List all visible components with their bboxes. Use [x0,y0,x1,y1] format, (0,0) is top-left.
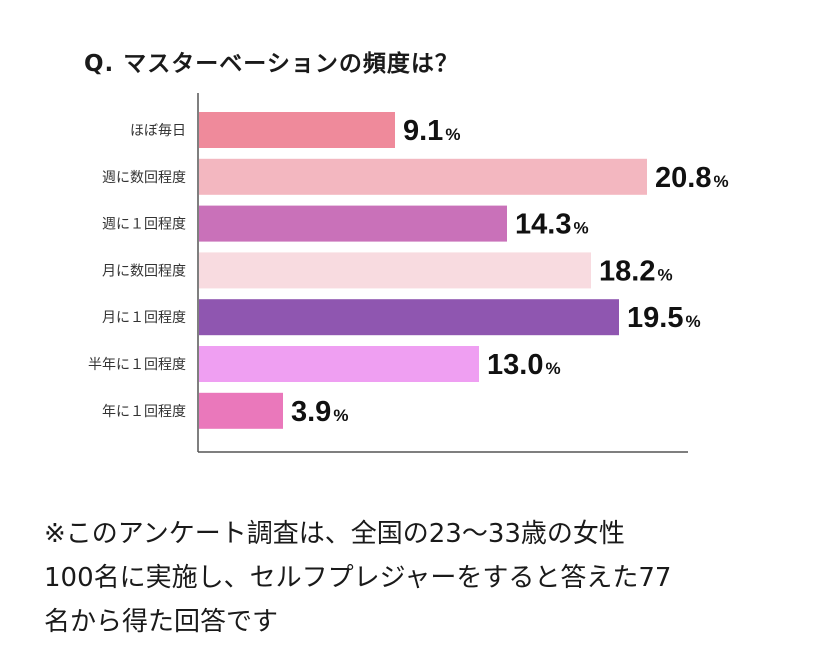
category-labels-group: ほぼ毎日週に数回程度週に１回程度月に数回程度月に１回程度半年に１回程度年に１回程… [88,123,186,420]
bar-7 [199,392,283,429]
chart-title: Q. マスターベーションの頻度は？ [84,51,459,77]
category-label-5: 月に１回程度 [102,310,186,326]
category-label-4: 月に数回程度 [102,263,186,279]
bar-4 [199,252,591,289]
bar-1 [199,112,395,148]
bar-6 [199,346,479,382]
category-label-3: 週に１回程度 [102,217,186,233]
category-label-7: 年に１回程度 [102,404,186,420]
bar-3 [199,205,507,242]
bars-group [199,112,647,429]
value-label-4: 18.2% [599,255,673,287]
bar-chart: ほぼ毎日週に数回程度週に１回程度月に数回程度月に１回程度半年に１回程度年に１回程… [88,93,729,453]
value-label-3: 14.3% [515,209,589,241]
footnote-line-1: ※このアンケート調査は、全国の23〜33歳の女性 [44,519,625,549]
bar-5 [199,299,619,336]
value-labels-group: 9.1 % 20.8 % 14.3 % 18.2 % 19.5 % 13.0 % 3.9% [291,115,729,428]
category-label-2: 週に数回程度 [102,170,186,186]
footnote-line-2: 100名に実施し、セルフプレジャーをすると答えた77 [44,563,672,593]
footnote: ※このアンケート調査は、全国の23〜33歳の女性 100名に実施し、セルフプレジ… [44,512,804,644]
value-label-6: 13.0% [487,349,561,381]
value-label-5: 19.5% [627,302,701,334]
bar-2 [199,158,647,195]
value-label-2: 20.8% [655,162,729,194]
category-label-6: 半年に１回程度 [88,357,186,373]
footnote-line-3: 名から得た回答です [44,607,279,637]
category-label-1: ほぼ毎日 [130,123,186,139]
value-label-7: 3.9% [291,396,348,428]
value-label-1: 9.1% [403,115,460,147]
